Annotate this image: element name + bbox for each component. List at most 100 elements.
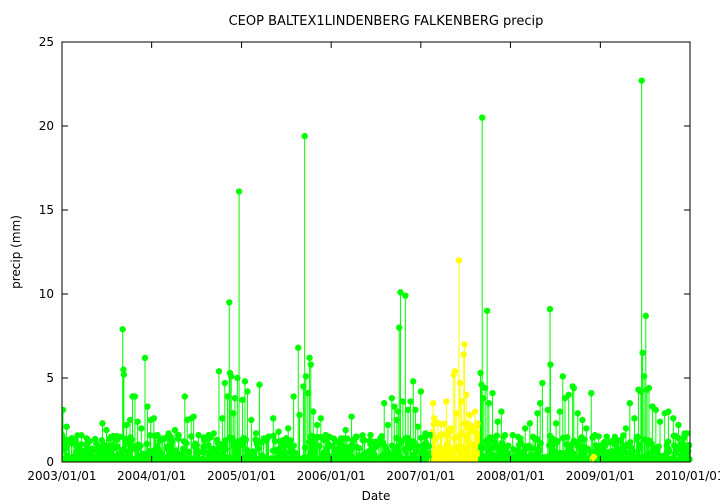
data-point (175, 431, 182, 439)
data-point (280, 436, 287, 444)
data-point (228, 373, 235, 380)
data-point (384, 421, 392, 429)
data-point (215, 368, 223, 375)
plot-frame (61, 41, 691, 463)
axes: 0 5 10 15 20 25 2003/01/01 2004/01/01 2005/01/01… (27, 35, 720, 483)
data-point (317, 415, 325, 422)
data-point (474, 420, 481, 427)
data-point (427, 431, 434, 439)
data-point (404, 406, 412, 414)
data-point (301, 132, 308, 140)
data-point (302, 373, 310, 380)
data-point (494, 418, 501, 425)
data-point (391, 403, 398, 410)
y-tick-label: 15 (39, 203, 54, 217)
data-point (195, 431, 202, 439)
data-point (549, 435, 556, 442)
data-point (131, 393, 139, 400)
dense-point (620, 432, 627, 439)
data-point (239, 396, 246, 404)
dense-point (356, 445, 363, 452)
data-point (150, 415, 158, 422)
data-point (123, 421, 130, 429)
data-point (190, 413, 197, 420)
data-point (412, 406, 419, 414)
data-point (219, 415, 226, 422)
dense-point (603, 433, 610, 440)
data-point (367, 431, 374, 439)
data-point (265, 433, 272, 440)
y-tick-label: 20 (39, 119, 54, 133)
data-point (248, 416, 255, 424)
data-point (402, 292, 409, 299)
data-point (181, 393, 189, 400)
x-tick-label: 2004/01/01 (117, 469, 186, 483)
data-point (417, 388, 425, 395)
y-axis-label: precip (mm) (9, 215, 23, 289)
dense-point (66, 440, 73, 447)
dense-point (183, 439, 190, 447)
data-point (63, 423, 70, 430)
data-point (422, 430, 429, 437)
dense-point (517, 439, 524, 446)
dense-point (425, 443, 433, 450)
data-point (205, 431, 212, 439)
data-point (501, 431, 509, 439)
data-point (134, 418, 141, 425)
data-point (534, 410, 541, 417)
data-point (451, 368, 459, 375)
data-point (306, 354, 313, 362)
data-point (617, 436, 624, 444)
data-point (326, 433, 333, 440)
data-point (570, 384, 578, 392)
dense-point (242, 436, 250, 443)
data-point (626, 400, 634, 407)
data-point (590, 453, 597, 461)
dense-point (629, 448, 637, 455)
data-point (290, 393, 297, 400)
data-point (547, 361, 554, 368)
data-point (622, 425, 630, 432)
data-point (210, 430, 217, 437)
data-point (397, 289, 404, 296)
data-point (477, 369, 484, 377)
data-point (536, 400, 544, 407)
data-point (483, 307, 491, 314)
data-point (235, 188, 243, 195)
data-point (514, 433, 522, 440)
data-point (552, 420, 560, 427)
data-point (429, 400, 437, 407)
data-point (489, 389, 496, 397)
data-point (331, 436, 338, 444)
data-point (159, 435, 166, 442)
data-point (458, 398, 465, 405)
data-point (544, 406, 551, 414)
data-point (275, 428, 282, 435)
data-point (126, 416, 134, 424)
x-tick-label: 2003/01/01 (27, 469, 96, 483)
dense-point (359, 432, 366, 439)
data-point (407, 398, 414, 405)
data-point (583, 425, 590, 432)
data-point (645, 384, 653, 392)
data-point (452, 410, 460, 417)
data-point (138, 425, 145, 432)
data-point (675, 421, 682, 429)
data-point (683, 430, 691, 437)
data-point (471, 408, 479, 415)
data-point (62, 406, 67, 414)
data-point (304, 389, 312, 397)
data-point (556, 408, 564, 415)
data-point (107, 433, 115, 440)
data-point (522, 425, 529, 432)
data-point (395, 408, 402, 415)
y-tick-label: 0 (46, 455, 54, 469)
chart-title: CEOP BALTEX1LINDENBERG FALKENBERG precip (229, 14, 544, 29)
data-point (414, 423, 422, 430)
data-point (588, 389, 595, 397)
data-point (461, 341, 468, 348)
data-point (256, 381, 263, 388)
data-point (599, 445, 606, 452)
data-point (579, 416, 586, 424)
